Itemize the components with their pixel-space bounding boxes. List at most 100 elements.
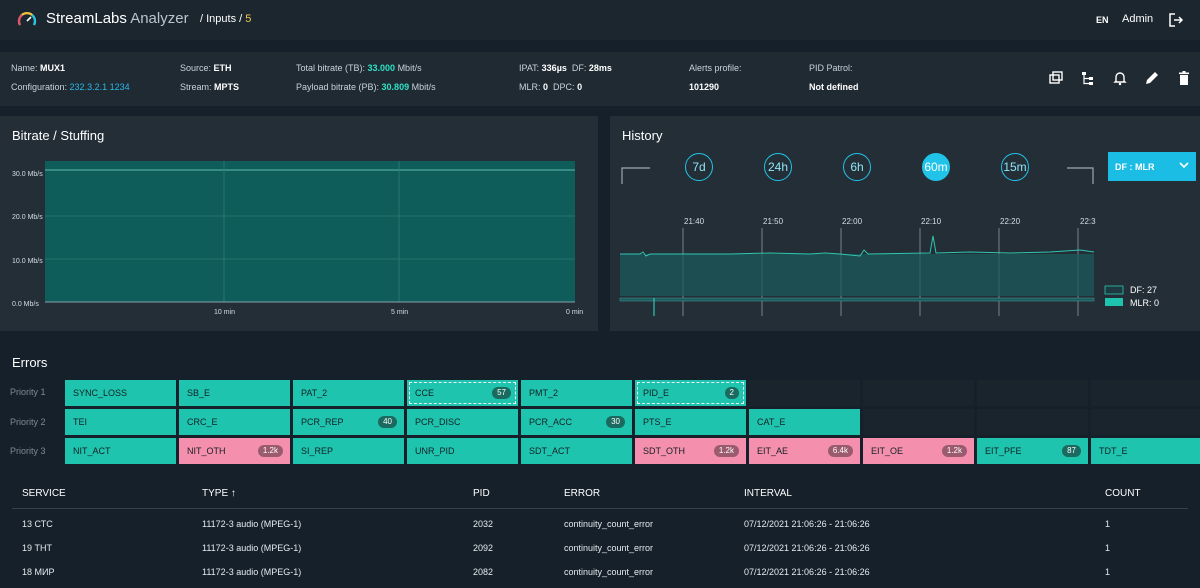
table-row[interactable]: 19 ТНТ 11172-3 audio (MPEG-1) 2092 continui…	[12, 542, 1188, 562]
error-tile-pcr-acc[interactable]: PCR_ACC 30	[521, 409, 632, 435]
logout-icon[interactable]	[1168, 12, 1184, 28]
error-tile-pat-2[interactable]: PAT_2	[293, 380, 404, 406]
error-count-badge: 57	[492, 387, 511, 399]
x-tick-label: 0 min	[566, 309, 583, 316]
app-brand[interactable]: StreamLabs Analyzer	[46, 10, 189, 27]
alerts-profile-label: Alerts profile:	[689, 63, 742, 73]
error-tile-label: PCR_DISC	[415, 417, 461, 427]
error-tile-label: PMT_2	[529, 388, 559, 398]
error-tile-empty	[1091, 380, 1200, 406]
payload-bitrate-field: Payload bitrate (PB): 30.809 Mbit/s	[296, 82, 436, 92]
table-row[interactable]: 18 МИР 11172-3 audio (MPEG-1) 2082 continui…	[12, 566, 1188, 586]
history-chart: 21:40 21:50 22:00 22:10 22:20 22:3 DF: 2…	[619, 167, 1159, 316]
time-label: 22:00	[842, 217, 863, 226]
range-button-15m[interactable]: 15m	[1001, 153, 1029, 181]
cell-pid: 2032	[473, 519, 494, 529]
error-tile-eit-ae[interactable]: EIT_AE 6.4k	[749, 438, 860, 464]
pid-patrol-label: PID Patrol:	[809, 63, 853, 73]
error-tile-eit-pfe[interactable]: EIT_PFE 87	[977, 438, 1088, 464]
y-tick-label: 30.0 Mb/s	[12, 171, 43, 178]
errors-title: Errors	[12, 355, 48, 370]
error-tile-crc-e[interactable]: CRC_E	[179, 409, 290, 435]
copy-icon[interactable]	[1048, 70, 1064, 86]
error-tile-nit-oth[interactable]: NIT_OTH 1.2k	[179, 438, 290, 464]
error-tile-label: PCR_REP	[301, 417, 344, 427]
error-tile-tdt-e[interactable]: TDT_E	[1091, 438, 1200, 464]
range-button-24h[interactable]: 24h	[764, 153, 792, 181]
error-tile-label: SI_REP	[301, 446, 334, 456]
table-row[interactable]: 13 СТС 11172-3 audio (MPEG-1) 2032 continui…	[12, 518, 1188, 538]
error-tile-label: EIT_OE	[871, 446, 904, 456]
cell-count: 1	[1105, 519, 1111, 529]
total-bitrate-field: Total bitrate (TB): 33.000 Mbit/s	[296, 63, 422, 73]
breadcrumb[interactable]: / Inputs / 5	[200, 13, 252, 25]
error-tile-pid-e[interactable]: PID_E 2	[635, 380, 746, 406]
time-label: 21:50	[763, 217, 784, 226]
legend-mlr: MLR: 0	[1130, 298, 1159, 308]
error-tile-empty	[863, 380, 974, 406]
time-label: 22:10	[921, 217, 942, 226]
cell-type: 11172-3 audio (MPEG-1)	[202, 567, 302, 577]
y-tick-label: 0.0 Mb/s	[12, 301, 39, 308]
error-tile-empty	[977, 380, 1088, 406]
cell-pid: 2092	[473, 543, 494, 553]
range-bracket-left	[621, 167, 650, 184]
error-count-badge: 1.2k	[713, 445, 739, 457]
tree-structure-icon[interactable]	[1080, 70, 1096, 86]
trash-icon[interactable]	[1176, 70, 1192, 86]
column-header-interval[interactable]: INTERVAL	[744, 488, 792, 499]
error-tile-pcr-disc[interactable]: PCR_DISC	[407, 409, 518, 435]
column-header-count[interactable]: COUNT	[1105, 488, 1141, 499]
edit-pencil-icon[interactable]	[1144, 70, 1160, 86]
error-tile-tei[interactable]: TEI	[65, 409, 176, 435]
error-count-badge: 30	[606, 416, 625, 428]
error-tile-label: PID_E	[643, 388, 670, 398]
error-tile-label: SB_E	[187, 388, 211, 398]
error-tile-pmt-2[interactable]: PMT_2	[521, 380, 632, 406]
error-tile-pcr-rep[interactable]: PCR_REP 40	[293, 409, 404, 435]
cell-error: continuity_count_error	[564, 519, 654, 529]
error-tile-sync-loss[interactable]: SYNC_LOSS	[65, 380, 176, 406]
error-tile-nit-act[interactable]: NIT_ACT	[65, 438, 176, 464]
error-tile-cce[interactable]: CCE 57	[407, 380, 518, 406]
language-switch[interactable]: EN	[1096, 15, 1109, 25]
alerts-profile-value[interactable]: 101290	[689, 82, 720, 92]
error-tile-unr-pid[interactable]: UNR_PID	[407, 438, 518, 464]
error-count-badge: 2	[724, 387, 739, 399]
error-tile-empty	[1091, 409, 1200, 435]
error-tile-sdt-act[interactable]: SDT_ACT	[521, 438, 632, 464]
column-header-type[interactable]: TYPE ↑	[202, 488, 236, 499]
error-tile-sb-e[interactable]: SB_E	[179, 380, 290, 406]
ipat-field: IPAT: 336µs DF: 28ms	[519, 63, 612, 73]
error-tile-eit-oe[interactable]: EIT_OE 1.2k	[863, 438, 974, 464]
error-tile-label: NIT_ACT	[73, 446, 111, 456]
range-bracket-right	[1067, 167, 1094, 184]
time-label: 22:20	[1000, 217, 1021, 226]
range-button-7d[interactable]: 7d	[685, 153, 713, 181]
column-header-error[interactable]: ERROR	[564, 488, 601, 499]
cell-type: 11172-3 audio (MPEG-1)	[202, 519, 302, 529]
metric-select[interactable]: DF : MLR	[1108, 152, 1196, 181]
metric-select-value: DF : MLR	[1115, 162, 1155, 172]
error-events-table: SERVICE TYPE ↑ PID ERROR INTERVAL COUNT …	[12, 478, 1188, 588]
user-menu[interactable]: Admin	[1122, 13, 1154, 25]
error-tile-pts-e[interactable]: PTS_E	[635, 409, 746, 435]
time-label: 22:3	[1080, 217, 1096, 226]
error-count-badge: 87	[1062, 445, 1081, 457]
error-tile-si-rep[interactable]: SI_REP	[293, 438, 404, 464]
range-button-6h[interactable]: 6h	[843, 153, 871, 181]
error-tile-sdt-oth[interactable]: SDT_OTH 1.2k	[635, 438, 746, 464]
cell-error: continuity_count_error	[564, 543, 654, 553]
sort-arrow-icon: ↑	[230, 488, 236, 499]
column-header-pid[interactable]: PID	[473, 488, 490, 499]
header-divider	[12, 508, 1188, 509]
bell-icon[interactable]	[1112, 70, 1128, 86]
column-header-service[interactable]: SERVICE	[22, 488, 66, 499]
error-tile-label: SDT_ACT	[529, 446, 571, 456]
range-button-60m[interactable]: 60m	[922, 153, 950, 181]
error-count-badge: 40	[378, 416, 397, 428]
error-tile-empty	[749, 380, 860, 406]
error-tile-cat-e[interactable]: CAT_E	[749, 409, 860, 435]
stream-field: Stream: MPTS	[180, 82, 240, 92]
error-count-badge: 1.2k	[257, 445, 283, 457]
